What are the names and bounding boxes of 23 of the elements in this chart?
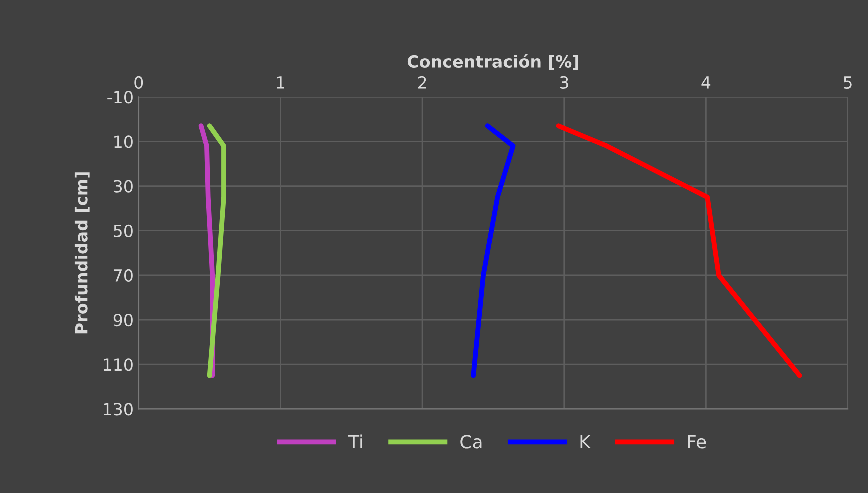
y-tick-label: 110 (104, 358, 133, 372)
y-axis-title: Profundidad [cm] (74, 172, 90, 334)
x-tick-label: 5 (844, 76, 852, 90)
legend-label: Fe (688, 435, 706, 449)
x-tick-label: 1 (277, 76, 284, 89)
x-tick-label: 0 (134, 76, 144, 90)
y-tick-label: 10 (114, 136, 133, 148)
y-tick-label: 50 (114, 224, 133, 238)
y-tick-label: 30 (114, 180, 133, 193)
legend-label: Ca (460, 435, 482, 449)
y-tick-label: 90 (114, 314, 133, 327)
x-tick-label: 4 (702, 76, 711, 89)
y-tick-label: -10 (108, 91, 133, 104)
line-series (207, 124, 226, 378)
x-tick-label: 2 (418, 76, 426, 89)
y-tick-label: 70 (114, 269, 133, 282)
x-axis-title: Concentración [%] (408, 54, 578, 70)
y-tick-label: 130 (104, 403, 133, 416)
legend-label: K (580, 435, 592, 449)
line-series (471, 124, 516, 378)
x-tick-label: 3 (560, 76, 568, 90)
line-series (556, 124, 802, 378)
legend-label: Ti (348, 434, 362, 449)
